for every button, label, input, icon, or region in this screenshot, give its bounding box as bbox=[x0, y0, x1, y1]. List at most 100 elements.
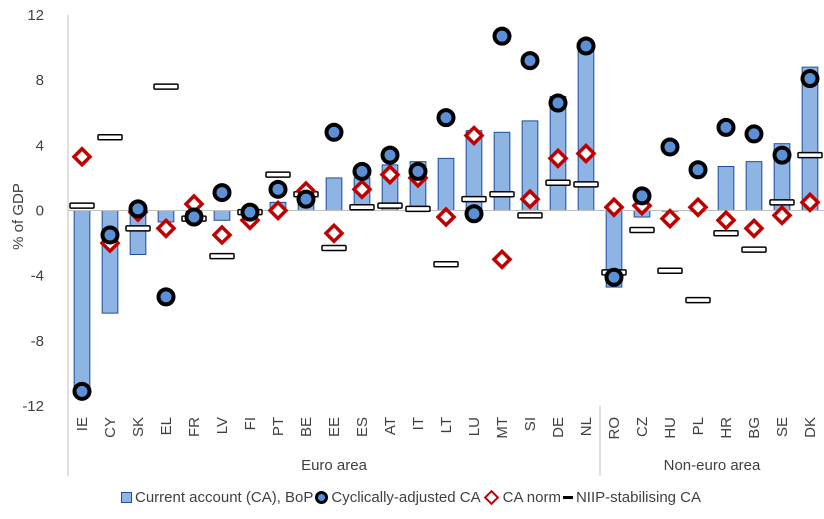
x-tick-label-bg: BG bbox=[746, 417, 763, 439]
ca-norm-diamond-es bbox=[351, 178, 373, 200]
x-tick-label-ie: IE bbox=[74, 417, 91, 431]
x-tick-label-es: ES bbox=[354, 417, 371, 437]
ca-norm-diamond-at bbox=[379, 164, 401, 186]
niip-dash-mt bbox=[489, 190, 515, 198]
legend-item-ca-norm: CA norm bbox=[483, 489, 561, 506]
legend-bar-swatch bbox=[120, 491, 132, 503]
cyc-adj-circle-mt bbox=[492, 26, 512, 46]
ca-norm-diamond-bg bbox=[743, 217, 765, 239]
niip-dash-bg bbox=[741, 246, 767, 253]
bar-lt bbox=[437, 157, 455, 212]
cyc-adj-circle-hu bbox=[660, 137, 680, 157]
y-tick-label: -12 bbox=[22, 398, 44, 415]
ca-norm-diamond-pt bbox=[267, 200, 289, 221]
cyc-adj-circle-dk bbox=[800, 69, 820, 89]
x-tick-label-nl: NL bbox=[578, 417, 595, 436]
bar-mt bbox=[493, 131, 511, 211]
niip-dash-it bbox=[405, 205, 431, 213]
y-axis-label: % of GDP bbox=[10, 183, 27, 250]
legend-label-ca-norm: CA norm bbox=[502, 488, 561, 506]
cyc-adj-circle-ro bbox=[604, 267, 624, 287]
ca-norm-diamond-mt bbox=[491, 248, 513, 270]
cyc-adj-circle-se bbox=[772, 145, 792, 165]
x-tick-label-fr: FR bbox=[186, 417, 203, 437]
x-tick-label-hu: HU bbox=[662, 417, 679, 439]
niip-dash-sk bbox=[125, 225, 151, 232]
niip-dash-at bbox=[377, 202, 403, 209]
cyc-adj-circle-cy bbox=[100, 225, 120, 245]
x-tick-label-el: EL bbox=[158, 417, 175, 435]
niip-dash-lu bbox=[461, 195, 487, 203]
cyc-adj-circle-fi bbox=[240, 202, 260, 222]
x-tick-label-ro: RO bbox=[606, 417, 623, 440]
x-tick-label-be: BE bbox=[298, 417, 315, 437]
niip-dash-lt bbox=[433, 261, 459, 268]
cyc-adj-circle-pl bbox=[688, 160, 708, 180]
x-tick-label-de: DE bbox=[550, 417, 567, 438]
cyc-adj-circle-si bbox=[520, 51, 540, 71]
niip-dash-cy bbox=[97, 133, 123, 141]
cyc-adj-circle-lt bbox=[436, 108, 456, 128]
ca-norm-diamond-el bbox=[155, 217, 177, 239]
legend-label-cyclically-adjusted: Cyclically-adjusted CA bbox=[331, 488, 481, 506]
cyc-adj-circle-sk bbox=[128, 199, 148, 219]
cyc-adj-circle-fr bbox=[184, 207, 204, 227]
niip-dash-dk bbox=[797, 151, 823, 159]
y-tick-label: 4 bbox=[36, 137, 44, 154]
ca-norm-diamond-dk bbox=[799, 191, 821, 213]
ca-norm-diamond-pl bbox=[687, 196, 709, 218]
niip-dash-es bbox=[349, 203, 375, 211]
cyc-adj-circle-hr bbox=[716, 117, 736, 137]
ca-norm-diamond-lt bbox=[435, 206, 457, 228]
cyc-adj-circle-bg bbox=[744, 124, 764, 144]
bar-lv bbox=[213, 210, 231, 221]
niip-dash-nl bbox=[573, 181, 599, 188]
bar-bg bbox=[745, 161, 763, 211]
cyc-adj-circle-cz bbox=[632, 186, 652, 206]
x-tick-label-ee: EE bbox=[326, 417, 343, 437]
niip-dash-hu bbox=[657, 267, 683, 275]
x-tick-label-fi: FI bbox=[242, 417, 259, 430]
legend-diamond-marker bbox=[483, 489, 499, 505]
x-tick-label-lv: LV bbox=[214, 417, 231, 434]
niip-dash-si bbox=[517, 212, 543, 219]
y-tick-label: -4 bbox=[31, 268, 44, 285]
cyc-adj-circle-nl bbox=[576, 36, 596, 56]
legend-item-niip-stabilising: NIIP-stabilising CA bbox=[562, 489, 701, 506]
ca-norm-diamond-nl bbox=[575, 143, 597, 164]
ca-norm-diamond-de bbox=[547, 147, 569, 169]
legend-item-current-account: Current account (CA), BoP bbox=[120, 489, 313, 506]
cyc-adj-circle-ie bbox=[72, 381, 92, 401]
ca-norm-diamond-lu bbox=[463, 125, 485, 147]
cyc-adj-circle-ee bbox=[324, 122, 344, 142]
x-tick-label-cy: CY bbox=[102, 417, 119, 438]
x-tick-label-it: IT bbox=[410, 417, 427, 430]
x-tick-label-at: AT bbox=[382, 417, 399, 435]
bar-ee bbox=[325, 177, 343, 212]
ca-norm-diamond-ro bbox=[603, 196, 625, 218]
y-tick-label: 12 bbox=[27, 7, 44, 24]
ca-norm-diamond-ee bbox=[323, 222, 345, 244]
y-tick-label: 0 bbox=[36, 203, 44, 220]
cyc-adj-circle-el bbox=[156, 287, 176, 307]
niip-dash-el bbox=[153, 83, 179, 90]
niip-dash-cz bbox=[629, 226, 655, 234]
x-tick-label-dk: DK bbox=[802, 417, 819, 438]
ca-norm-diamond-si bbox=[519, 188, 541, 210]
x-tick-label-si: SI bbox=[522, 417, 539, 431]
group-label-0: Euro area bbox=[301, 457, 368, 474]
chart-legend: Current account (CA), BoP Cyclically-adj… bbox=[0, 484, 824, 510]
ca-norm-diamond-se bbox=[771, 204, 793, 226]
x-tick-label-pt: PT bbox=[270, 417, 287, 436]
group-label-1: Non-euro area bbox=[664, 457, 761, 474]
cyc-adj-circle-at bbox=[380, 145, 400, 165]
ca-norm-diamond-ie bbox=[71, 146, 93, 168]
niip-dash-de bbox=[545, 179, 571, 187]
niip-dash-ee bbox=[321, 244, 347, 252]
legend-dash-marker bbox=[562, 495, 573, 499]
y-tick-label: -8 bbox=[31, 333, 44, 350]
legend-item-cyclically-adjusted: Cyclically-adjusted CA bbox=[315, 488, 481, 506]
bar-ie bbox=[73, 210, 91, 394]
